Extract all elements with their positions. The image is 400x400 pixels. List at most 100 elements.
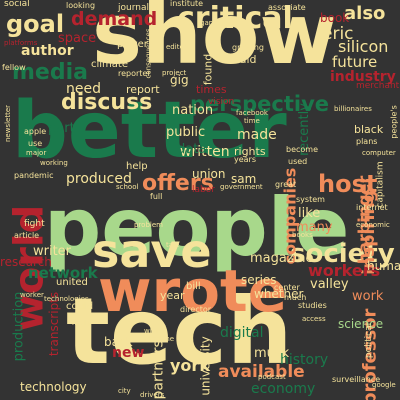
cloud-word: need [66,81,101,97]
cloud-word: digital [220,325,264,341]
cloud-word: great [275,180,297,189]
cloud-word: plans [356,137,378,146]
cloud-word: industry [330,69,396,85]
cloud-word: tech [66,278,293,385]
cloud-word: editor [166,43,187,51]
cloud-word: power [117,39,148,50]
cloud-word: work [352,289,384,304]
cloud-word: new [112,345,145,361]
cloud-word: fellow [2,63,26,72]
cloud-word: full [150,192,163,201]
cloud-word: studies [298,301,327,310]
cloud-word: back [104,335,133,349]
cloud-word: internet [356,203,388,212]
cloud-word: critical [177,1,293,36]
cloud-word: book [320,11,350,25]
cloud-word: associate [268,3,306,12]
cloud-word: also [344,3,386,24]
cloud-word: public [166,125,206,140]
cloud-word: machine [144,335,175,343]
cloud-word: year [160,289,185,302]
cloud-word: report [126,83,160,96]
cloud-word: whether [254,287,304,301]
cloud-word: like [298,206,321,221]
cloud-word: political [364,322,375,359]
cloud-word: science [338,317,384,331]
cloud-word: climate [91,59,128,70]
cloud-word: major [26,149,47,157]
cloud-word: better [12,86,287,176]
cloud-word: economic [356,221,390,229]
cloud-word: society [290,239,395,269]
cloud-word: podcast [258,373,286,381]
cloud-word: valley [310,277,349,292]
cloud-word: united [56,277,88,288]
cloud-word: access [302,315,326,323]
cloud-word: vision [208,97,235,107]
cloud-word: years [234,155,257,164]
cloud-word: host [318,170,378,198]
cloud-word: reporter [118,69,151,78]
cloud-word: author [21,43,74,59]
cloud-word: made [237,127,277,143]
cloud-word: discuss [61,90,153,115]
cloud-word: center [274,283,300,292]
cloud-word: city [118,387,131,395]
cloud-word: fight [24,219,45,229]
cloud-word: time [244,117,260,125]
cloud-word: history [280,352,329,368]
cloud-word: surveillance [332,375,381,384]
cloud-word: future [332,53,378,71]
cloud-word: goal [6,10,65,38]
cloud-word: tale [166,241,180,249]
cloud-word: university [198,336,213,396]
cloud-word: research [0,255,52,269]
cloud-word: show [92,0,338,83]
cloud-word: apple [24,127,47,136]
cloud-word: found [201,53,215,86]
cloud-word: growing [232,43,264,52]
cloud-word: economy [251,381,316,397]
cloud-word: human [367,259,400,273]
cloud-word: drivers [140,391,165,399]
cloud-word: technology [20,380,87,394]
cloud-word: pandemic [14,171,54,180]
cloud-word: school [116,183,139,191]
cloud-word: books [292,231,313,239]
cloud-word: become [286,145,319,154]
cloud-word: network [28,264,98,282]
cloud-word: writer [33,244,72,259]
cloud-word: sam [231,172,257,186]
cloud-word: harbinger [354,175,374,265]
cloud-word: merchant [356,81,400,91]
cloud-word: white [144,327,164,335]
cloud-word: wrote [98,257,288,325]
cloud-word: york [170,356,210,375]
cloud-word: black [354,123,384,136]
cloud-word: perspective [190,92,330,116]
cloud-word: labor [192,185,215,195]
cloud-word: magazine [250,251,314,266]
cloud-word: people's [389,105,399,139]
cloud-word: project [162,69,187,77]
cloud-word: series [241,273,277,287]
cloud-word: silicon [338,37,389,56]
cloud-word: used [288,157,308,166]
cloud-word: save [92,224,212,278]
cloud-word: newsletter [4,104,13,143]
cloud-word: government [220,183,263,191]
cloud-word: worker [20,291,44,299]
cloud-word: problem [134,221,163,229]
cloud-word: use [28,139,43,148]
cloud-word: help [126,161,148,172]
cloud-word: offers [142,171,214,196]
cloud-word: eric [322,24,354,44]
cloud-word: technologies [44,295,89,303]
cloud-word: media [12,60,88,85]
cloud-word: platforms [4,39,38,47]
cloud-word: much [284,293,307,302]
cloud-word: bill [186,281,201,292]
cloud-word: computer [362,149,396,157]
cloud-word: could [66,301,94,312]
cloud-word: times [196,83,227,96]
